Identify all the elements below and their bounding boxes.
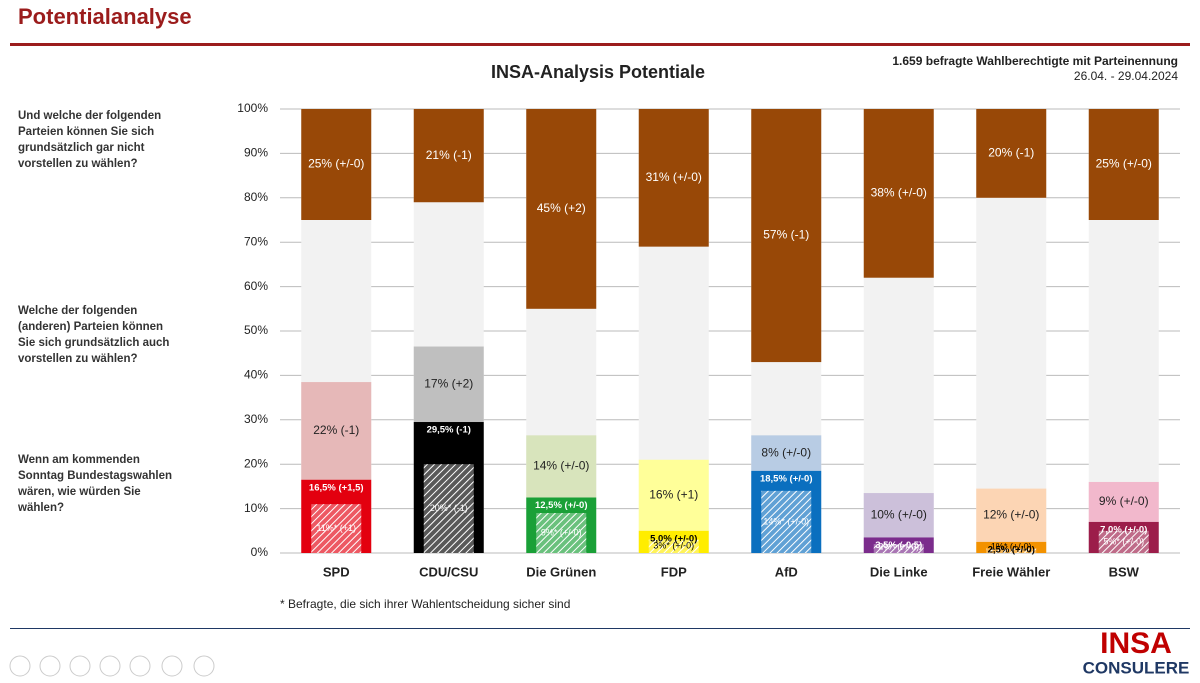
sure-voters [648, 539, 699, 553]
potential-segment [1088, 481, 1159, 522]
header-rule [10, 43, 1190, 46]
potential-segment [976, 488, 1047, 542]
sure-voters [536, 513, 587, 553]
question: Sie sich grundsätzlich auch [18, 337, 169, 349]
rejection-segment [863, 109, 934, 278]
x-tick-label: SPD [323, 564, 350, 579]
vote-label: 2,5% (+/-0) [988, 544, 1035, 555]
question: Welche der folgenden [18, 305, 137, 317]
vote-label: 16,5% (+1,5) [309, 482, 364, 493]
rejection-label: 57% (-1) [763, 228, 809, 242]
question: wären, wie würden Sie [17, 486, 141, 498]
subtitle: 26.04. - 29.04.2024 [1074, 69, 1178, 83]
y-tick-label: 10% [244, 501, 268, 515]
question: wählen? [17, 502, 64, 514]
potential-label: 12% (+/-0) [983, 507, 1039, 521]
chart-title: INSA-Analysis Potentiale [491, 62, 705, 82]
y-tick-label: 100% [237, 101, 268, 115]
sure-label: 11%* (+1) [316, 523, 356, 533]
subtitle: 1.659 befragte Wahlberechtigte mit Parte… [892, 54, 1178, 68]
question: vorstellen zu wählen? [18, 158, 138, 170]
vote-label: 12,5% (+/-0) [535, 500, 588, 511]
page-title: Potentialanalyse [18, 4, 192, 29]
sure-label: 1%* (+/-0) [991, 541, 1032, 551]
rejection-label: 31% (+/-0) [646, 170, 702, 184]
y-tick-label: 50% [244, 323, 268, 337]
x-tick-label: FDP [661, 564, 687, 579]
rejection-segment [751, 109, 822, 363]
rejection-segment [638, 109, 709, 247]
y-tick-label: 80% [244, 190, 268, 204]
vote-label: 7,0% (+/-0) [1100, 524, 1147, 535]
sure-voters [873, 544, 924, 553]
rejection-segment [301, 109, 372, 220]
question: vorstellen zu wählen? [18, 353, 138, 365]
question: Parteien können Sie sich [18, 126, 154, 138]
vote-segment [976, 541, 1047, 553]
sure-voters [761, 490, 812, 553]
vote-label: 18,5% (+/-0) [760, 473, 813, 484]
footnote: * Befragte, die sich ihrer Wahlentscheid… [280, 597, 570, 611]
rejection-segment [526, 109, 597, 309]
potential-label: 16% (+1) [649, 487, 698, 501]
y-tick-label: 0% [251, 545, 269, 559]
sure-voters [311, 504, 362, 553]
potential-label: 9% (+/-0) [1099, 494, 1149, 508]
logo: CONSULERE [1083, 658, 1190, 677]
potential-label: 17% (+2) [424, 376, 473, 390]
x-tick-label: CDU/CSU [419, 564, 478, 579]
y-tick-label: 20% [244, 456, 268, 470]
potential-segment [751, 435, 822, 471]
y-tick-label: 60% [244, 279, 268, 293]
logo: INSA [1100, 627, 1172, 660]
potential-segment [638, 459, 709, 531]
sure-label: 9%* (+/-0) [541, 527, 582, 537]
rejection-label: 20% (-1) [988, 146, 1034, 160]
sure-label: 2%* (+/-0) [878, 541, 919, 551]
potential-segment [526, 435, 597, 498]
sure-label: 14%* (+/-0) [763, 516, 809, 526]
question: Sonntag Bundestagswahlen [18, 470, 172, 482]
potential-label: 10% (+/-0) [871, 507, 927, 521]
question: Und welche der folgenden [18, 110, 161, 122]
rejection-label: 38% (+/-0) [871, 186, 927, 200]
rejection-segment [413, 109, 484, 203]
rejection-label: 25% (+/-0) [308, 157, 364, 171]
footer-rule [10, 628, 1190, 629]
x-tick-label: BSW [1109, 564, 1140, 579]
x-tick-label: Die Grünen [526, 564, 596, 579]
sure-voters [423, 464, 474, 553]
potential-label: 22% (-1) [313, 423, 359, 437]
y-tick-label: 90% [244, 146, 268, 160]
y-tick-label: 70% [244, 234, 268, 248]
question: (anderen) Parteien können [18, 321, 163, 333]
question: grundsätzlich gar nicht [18, 142, 145, 154]
x-tick-label: Freie Wähler [972, 564, 1050, 579]
rejection-segment [1088, 109, 1159, 220]
potential-segment [301, 382, 372, 480]
sure-label: 20%* (-1) [430, 503, 468, 513]
rejection-label: 45% (+2) [537, 201, 586, 215]
potential-label: 14% (+/-0) [533, 459, 589, 473]
rejection-label: 21% (-1) [426, 148, 472, 162]
potential-segment [863, 493, 934, 538]
sure-label: 3%* (+/-0) [653, 541, 694, 551]
sure-voters [1098, 530, 1149, 553]
toolbar [9, 655, 215, 677]
y-tick-label: 40% [244, 368, 268, 382]
question: Wenn am kommenden [18, 454, 140, 466]
x-tick-label: AfD [775, 564, 798, 579]
potential-label: 8% (+/-0) [761, 445, 811, 459]
sure-label: 5%* (+/-0) [1103, 536, 1144, 546]
vote-label: 3,5% (-0,5) [875, 540, 922, 551]
rejection-label: 25% (+/-0) [1096, 157, 1152, 171]
vote-label: 5,0% (+/-0) [650, 533, 697, 544]
rejection-segment [976, 109, 1047, 198]
sure-voters [986, 548, 1037, 553]
potential-segment [413, 346, 484, 423]
y-tick-label: 30% [244, 412, 268, 426]
x-tick-label: Die Linke [870, 564, 928, 579]
vote-label: 29,5% (-1) [427, 425, 471, 436]
